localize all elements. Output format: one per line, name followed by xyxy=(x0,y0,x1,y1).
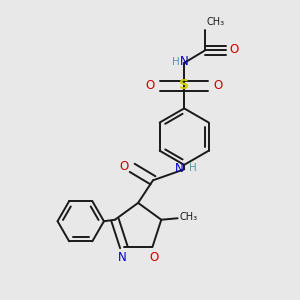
Text: O: O xyxy=(230,43,239,56)
Text: CH₃: CH₃ xyxy=(179,212,197,222)
Text: O: O xyxy=(149,250,158,264)
Text: N: N xyxy=(175,162,183,175)
Text: S: S xyxy=(179,78,189,92)
Text: H: H xyxy=(172,57,179,67)
Text: O: O xyxy=(146,79,155,92)
Text: H: H xyxy=(189,164,196,173)
Text: N: N xyxy=(118,250,127,264)
Text: CH₃: CH₃ xyxy=(206,17,225,27)
Text: N: N xyxy=(180,55,189,68)
Text: O: O xyxy=(213,79,223,92)
Text: O: O xyxy=(119,160,129,172)
